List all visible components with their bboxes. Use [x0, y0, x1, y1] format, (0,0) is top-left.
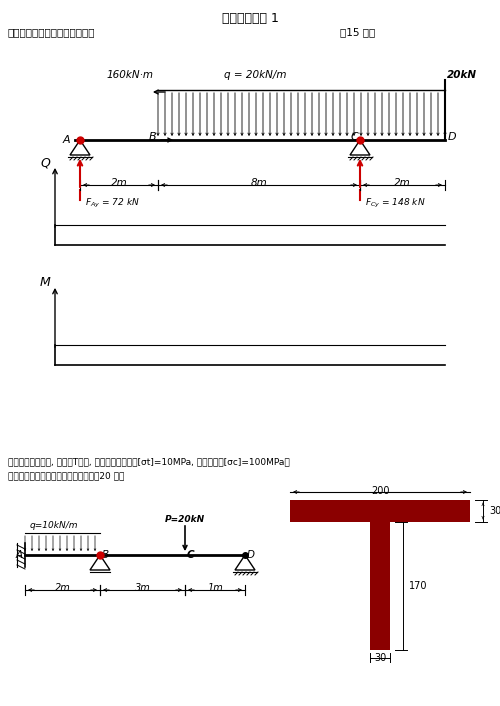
Text: C: C	[350, 132, 358, 142]
Text: 试按正应力强度条件校核梁的强度。（20 分）: 试按正应力强度条件校核梁的强度。（20 分）	[8, 472, 124, 481]
Text: 160kN·m: 160kN·m	[106, 70, 154, 80]
Text: Q: Q	[40, 157, 50, 169]
Text: D: D	[247, 550, 255, 560]
Text: q = 20kN/m: q = 20kN/m	[224, 70, 286, 80]
Text: 200: 200	[371, 486, 389, 496]
Text: 一、绘制该梁的剪力、弯矩图。: 一、绘制该梁的剪力、弯矩图。	[8, 27, 96, 37]
Text: 2m: 2m	[110, 178, 128, 188]
Text: 8m: 8m	[250, 178, 268, 188]
Text: 30: 30	[489, 506, 500, 516]
Text: D: D	[448, 132, 456, 142]
Text: 20kN: 20kN	[447, 70, 477, 80]
Text: $F_{Cy}$ = 148 kN: $F_{Cy}$ = 148 kN	[365, 196, 426, 210]
Text: 30: 30	[374, 653, 386, 663]
Text: B: B	[102, 550, 109, 560]
Text: 二、梁的受力如图, 截面为T字型, 材料的许用拉应力[σt]=10MPa, 许用压应力[σc]=100MPa。: 二、梁的受力如图, 截面为T字型, 材料的许用拉应力[σt]=10MPa, 许用…	[8, 457, 290, 467]
Bar	[370, 522, 390, 650]
Text: 1m: 1m	[207, 583, 223, 593]
Text: （15 分）: （15 分）	[340, 27, 375, 37]
Text: A: A	[16, 550, 23, 560]
Text: A: A	[62, 135, 70, 145]
Text: q=10kN/m: q=10kN/m	[30, 520, 78, 530]
Text: P=20kN: P=20kN	[165, 515, 205, 524]
Text: 170: 170	[409, 581, 428, 591]
Text: 材料力学试卷 1: 材料力学试卷 1	[222, 11, 278, 25]
Text: 3m: 3m	[134, 583, 150, 593]
Bar	[290, 500, 470, 522]
Text: 2m: 2m	[394, 178, 411, 188]
Text: $F_{Ay}$ = 72 kN: $F_{Ay}$ = 72 kN	[85, 196, 140, 210]
Text: M: M	[40, 277, 50, 289]
Text: B: B	[148, 132, 156, 142]
Text: 2m: 2m	[54, 583, 70, 593]
Text: C: C	[187, 550, 194, 560]
